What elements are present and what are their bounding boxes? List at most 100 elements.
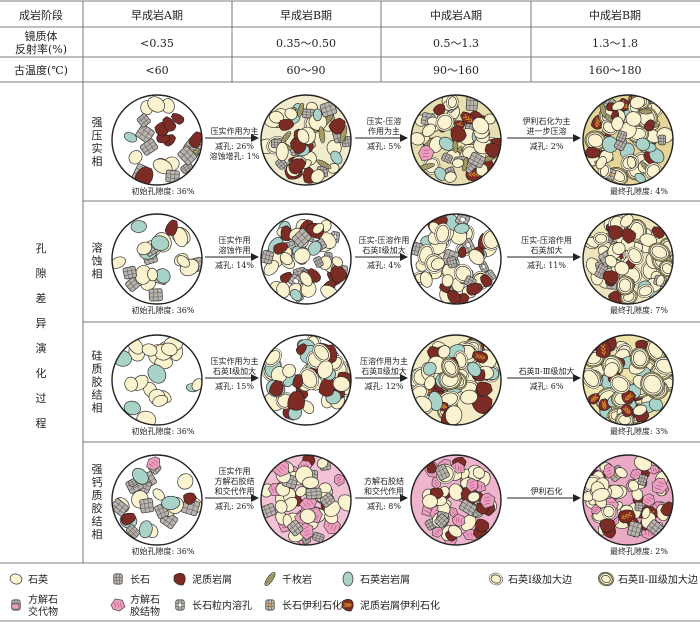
quartz-grain (434, 223, 451, 245)
feldspar-grain (468, 151, 486, 169)
calcite-grain (466, 477, 478, 493)
mud-grain (480, 274, 493, 288)
quartz-grain (614, 261, 630, 276)
calcite-grain (642, 493, 656, 507)
facies-name-char: 结 (92, 389, 103, 402)
quartz-grain (422, 494, 438, 509)
quartzite-grain (635, 137, 650, 151)
legend-label: 方解石 (28, 593, 58, 606)
feldspar-dissolution-icon (175, 599, 185, 611)
quartz-grain (269, 110, 284, 124)
temp-label: 古温度(℃) (14, 63, 68, 77)
quartzite-grain (454, 223, 470, 234)
quartzite-grain (342, 571, 354, 587)
temp-value-1: <60 (145, 64, 168, 77)
ro-value-3: 0.5～1.3 (433, 37, 479, 50)
thin-section-r2-s4 (582, 213, 674, 305)
thin-section-r1-s4 (582, 94, 674, 186)
initial-porosity-label: 初始孔隙度: 36% (131, 426, 194, 436)
quartz-grain (176, 255, 191, 268)
thin-section-r1-s1 (111, 94, 203, 186)
thin-section-r2-s2 (260, 213, 352, 305)
phyllite-grain (339, 125, 348, 144)
mud-grain (471, 351, 488, 364)
quartz-grain (284, 107, 298, 120)
feldspar-grain (313, 256, 324, 268)
mud-grain (292, 374, 303, 389)
quartz-grain (640, 371, 665, 397)
quartz-grain (435, 113, 455, 132)
quartz-grain (263, 260, 279, 276)
quartz-grain (472, 466, 485, 479)
quartz-grain (446, 95, 459, 110)
mud-grain (120, 512, 137, 526)
initial-porosity-label: 初始孔隙度: 36% (131, 546, 194, 556)
feldspar-grain (112, 498, 129, 517)
facies-name-char: 强 (92, 463, 103, 476)
thin-section-r1-s3 (410, 94, 502, 186)
quartz-grain (625, 111, 642, 127)
quartz-grain (467, 491, 481, 503)
legend-label: 泥质岩屑伊利石化 (360, 599, 440, 612)
porosity-change-text: 减孔: 15% (215, 381, 254, 391)
quartzite-grain (161, 495, 181, 510)
thin-section-r1-s2 (260, 94, 352, 186)
quartz-grain (299, 508, 316, 524)
mud-grain (295, 343, 307, 355)
quartzite-grain (150, 235, 170, 251)
facies-name-char: 蚀 (92, 254, 103, 268)
mud-grain (450, 124, 467, 143)
facies-name-char: 实 (92, 141, 103, 155)
quartz-grain (9, 573, 23, 585)
initial-porosity-label: 初始孔隙度: 36% (131, 186, 194, 196)
feldspar-grain (148, 288, 163, 302)
quartz-grain (177, 473, 194, 490)
quartz-grain (603, 362, 619, 378)
process-text: 石英加大 (531, 245, 563, 255)
quartz-grain (451, 158, 465, 168)
process-text: 方解石胶结 (364, 476, 404, 486)
process-text: 方解石胶结 (215, 476, 255, 486)
quartz-grain (471, 117, 489, 135)
process-text: 压溶作用为主 (360, 356, 408, 366)
calcite-cement-icon (110, 598, 126, 612)
quartz-grain (612, 242, 626, 255)
quartz-grain (601, 504, 617, 520)
feldspar-grain (446, 256, 458, 269)
quartz-grain (484, 113, 496, 125)
calcite-grain (651, 477, 669, 494)
legend-item: 石英岩岩屑 (342, 571, 410, 587)
mud-grain (447, 289, 461, 304)
mud-grain (588, 393, 601, 405)
feldspar-grain (319, 100, 338, 118)
legend-label: 石英岩岩屑 (360, 573, 410, 586)
process-text: 石英Ⅱ-Ⅲ级加大 (519, 366, 575, 376)
svg-text:过: 过 (36, 392, 47, 405)
legend-label: 石英Ⅱ-Ⅲ级加大边 (618, 573, 698, 586)
legend-label: 长石伊利石化 (282, 599, 342, 612)
feldspar-grain (113, 573, 123, 585)
svg-text:差: 差 (36, 291, 47, 305)
quartz-grain (598, 571, 614, 587)
facies-name-char: 胶 (92, 501, 103, 515)
quartz-grain (655, 274, 665, 287)
quartzite-grain (132, 467, 149, 485)
initial-porosity-label: 初始孔隙度: 36% (131, 305, 194, 315)
legend-label: 石英 (28, 573, 48, 586)
phyllite-grain (316, 159, 332, 170)
feldspar-grain (312, 531, 325, 543)
ro-label-line2: 反射率(%) (15, 42, 67, 56)
porosity-change-text: 减孔: 6% (530, 381, 564, 391)
legend-label: 泥质岩屑 (192, 573, 232, 586)
quartzite-grain (312, 108, 323, 122)
quartz-grain (299, 367, 319, 390)
legend-label: 石英Ⅰ级加大边 (508, 573, 572, 586)
quartz-grain (173, 227, 188, 248)
porosity-change-text: 减孔: 11% (527, 260, 566, 270)
process-text: 和交代作用 (364, 486, 404, 496)
facies-name-char: 相 (92, 155, 103, 168)
